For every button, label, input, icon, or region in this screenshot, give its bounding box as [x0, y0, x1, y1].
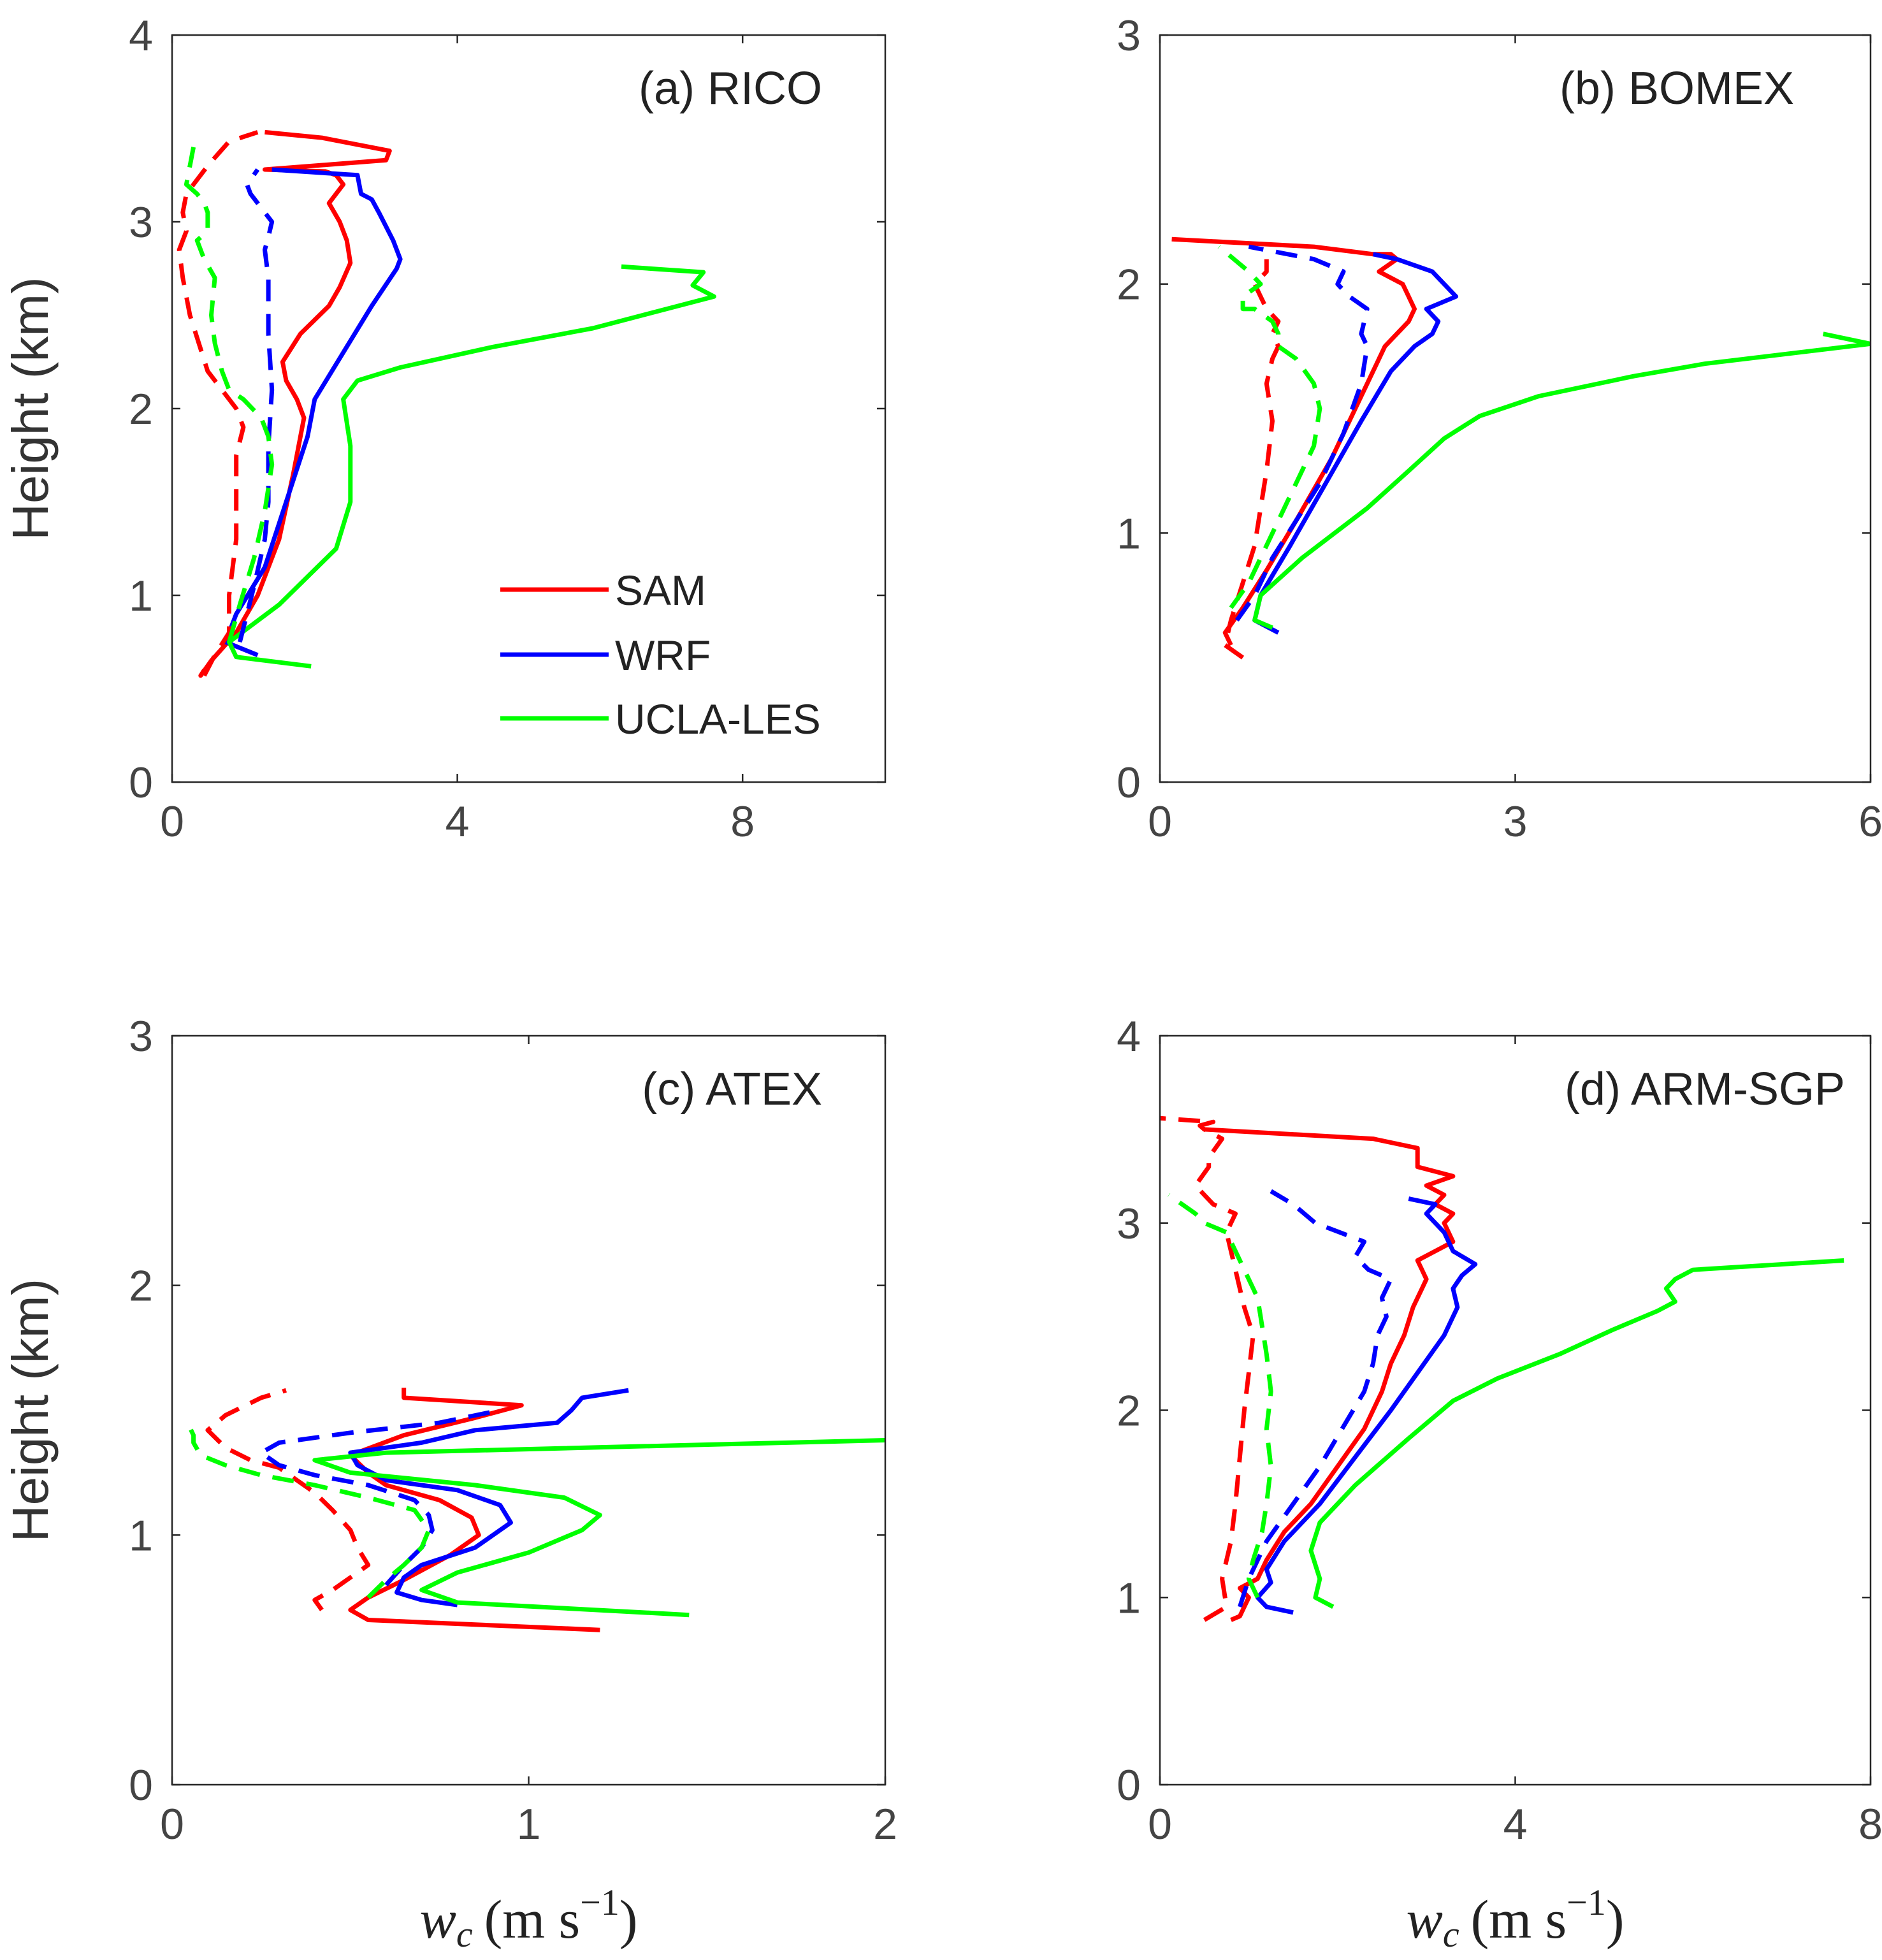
x-tick-label: 6 [1858, 797, 1882, 846]
y-tick-label: 0 [129, 1761, 153, 1810]
panel-b: 0 3 6 0 1 2 3 (b) BOMEX [1117, 11, 1882, 846]
y-tick-label: 2 [129, 385, 153, 433]
legend-label: SAM [615, 567, 706, 614]
y-tick-label: 3 [1117, 1200, 1141, 1248]
xlabel-exponent: −1 [580, 1882, 619, 1923]
series-wrf-solid [1255, 1196, 1478, 1615]
series-group [177, 129, 716, 678]
series-ucla-les-solid [312, 1438, 885, 1618]
series-wrf-dashed [1238, 1189, 1393, 1608]
panel-title: (b) BOMEX [1560, 63, 1794, 114]
x-tick-label: 0 [160, 797, 184, 846]
xlabel-unit-close: ) [619, 1889, 638, 1950]
x-tick-label: 4 [445, 797, 470, 846]
panel-title: (c) ATEX [642, 1064, 822, 1115]
series-sam-dashed [177, 130, 259, 677]
y-tick-label: 1 [1117, 509, 1141, 558]
series-ucla-les-solid [1308, 1258, 1844, 1609]
series-wrf-dashed [237, 168, 275, 643]
xlabel-unit: (m s [484, 1889, 581, 1950]
y-tick-label: 0 [1117, 759, 1141, 807]
series-ucla-les-dashed [187, 1426, 431, 1599]
y-tick-label: 4 [129, 11, 153, 60]
xlabel-unit: (m s [1471, 1889, 1567, 1950]
xlabel-unit-close: ) [1606, 1889, 1625, 1950]
xlabel-exponent: −1 [1567, 1882, 1606, 1923]
series-ucla-les-dashed [1167, 1193, 1273, 1599]
axes-frame [1159, 34, 1872, 783]
x-tick-label: 0 [1148, 1800, 1172, 1848]
series-sam-solid [1204, 1127, 1456, 1622]
legend-label: WRF [615, 632, 711, 679]
y-tick-label: 1 [1117, 1574, 1141, 1622]
series-wrf-solid [348, 1388, 629, 1608]
axes-frame [171, 34, 887, 783]
y-axis-label: Height (km) [2, 1279, 59, 1542]
series-sam-solid [348, 1388, 600, 1632]
x-tick-label: 8 [730, 797, 755, 846]
legend-label: UCLA-LES [615, 695, 821, 743]
x-axis-label: wc (m s−1) [1407, 1882, 1625, 1955]
y-tick-label: 3 [129, 1012, 153, 1061]
x-tick-label: 3 [1503, 797, 1528, 846]
panel-a: 0 4 8 0 1 2 3 4 (a) RICO Height (km) SAM WRF UCLA-LE… [2, 11, 887, 846]
series-sam-dashed [1160, 1115, 1256, 1622]
series-ucla-les-dashed [1217, 245, 1322, 609]
x-tick-label: 1 [517, 1800, 541, 1848]
y-tick-label: 3 [1117, 11, 1141, 60]
y-tick-label: 4 [1117, 1012, 1141, 1061]
panel-c: 0 1 2 0 1 2 3 (c) ATEX Height (km) wc (m s−1) [2, 1012, 897, 1955]
series-group [187, 1388, 885, 1632]
xlabel-symbol: w [420, 1889, 456, 1950]
legend: SAM WRF UCLA-LES [500, 567, 821, 743]
series-group [1160, 1115, 1844, 1622]
xlabel-subscript: c [1443, 1913, 1459, 1955]
x-tick-label: 4 [1503, 1800, 1528, 1848]
series-sam-solid [1171, 236, 1417, 646]
xlabel-symbol: w [1407, 1889, 1443, 1950]
y-tick-label: 2 [1117, 261, 1141, 309]
xlabel-subscript: c [456, 1913, 473, 1955]
x-tick-label: 0 [1148, 797, 1172, 846]
series-wrf-dashed [259, 1408, 501, 1587]
series-ucla-les-dashed [184, 147, 275, 643]
y-tick-label: 0 [129, 759, 153, 807]
y-axis-label: Height (km) [2, 277, 59, 540]
y-tick-label: 2 [129, 1262, 153, 1310]
series-wrf-solid [223, 167, 403, 658]
series-sam-dashed [205, 1388, 371, 1611]
x-tick-label: 0 [160, 1800, 184, 1848]
axes-frame [171, 1034, 887, 1786]
series-ucla-les-solid [227, 264, 716, 669]
x-tick-label: 2 [873, 1800, 897, 1848]
panel-d: 0 4 8 0 1 2 3 4 (d) ARM-SGP wc (m s−1) [1117, 1012, 1882, 1955]
y-tick-label: 1 [129, 1511, 153, 1560]
x-tick-label: 8 [1858, 1800, 1882, 1848]
y-tick-label: 2 [1117, 1387, 1141, 1435]
y-tick-label: 3 [129, 198, 153, 247]
series-ucla-les-solid [1252, 331, 1871, 630]
x-axis-label: wc (m s−1) [420, 1882, 638, 1955]
panel-title: (a) RICO [639, 63, 822, 114]
series-wrf-dashed [1234, 244, 1370, 622]
series-sam-dashed [1222, 259, 1281, 660]
y-tick-label: 1 [129, 572, 153, 620]
y-tick-label: 0 [1117, 1761, 1141, 1810]
series-group [1171, 236, 1871, 660]
series-wrf-solid [1252, 252, 1459, 635]
panel-title: (d) ARM-SGP [1565, 1064, 1845, 1115]
